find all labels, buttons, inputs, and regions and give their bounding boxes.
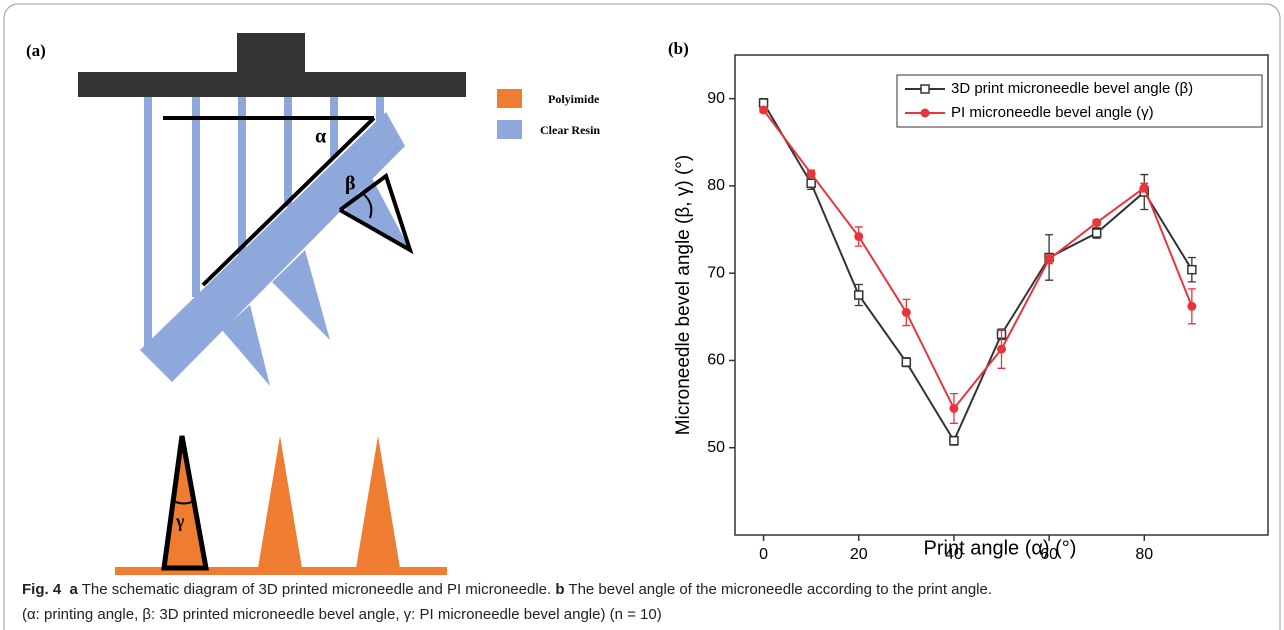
marker [759,105,769,115]
caption-fig: Fig. 4 [22,581,62,598]
marker [806,169,816,179]
marker [949,403,959,413]
marker [853,290,864,300]
x-tick-label: 20 [850,546,868,563]
x-axis-title: Print angle (α) (°) [924,537,1077,559]
legend-label: PI microneedle bevel angle (γ) [951,104,1154,121]
marker [1187,301,1197,311]
marker [1187,264,1197,275]
caption: Fig. 4 a The schematic diagram of 3D pri… [22,577,1272,627]
legend-label: Clear Resin [540,123,600,137]
y-axis-title: Microneedle bevel angle (β, γ) (°) [673,155,694,435]
frame [3,3,1281,630]
panel-label: (b) [668,39,689,58]
legend-label: Polyimide [548,92,600,106]
y-tick-label: 90 [707,90,725,107]
caption-text: The bevel angle of the microneedle accor… [568,581,993,598]
alpha-label: α [315,126,326,148]
legend-box [896,74,1263,128]
x-tick-label: 0 [759,546,768,563]
series-line [762,102,1193,443]
marker [901,307,911,317]
legend-marker [920,84,930,94]
caption-text: (α: printing angle, β: 3D printed micron… [22,606,662,623]
schematic [78,33,522,575]
plot-frame [734,54,1269,536]
beta-label: β [345,173,356,195]
y-tick-label: 70 [707,264,725,281]
legend-label: 3D print microneedle bevel angle (β) [951,80,1193,97]
panel-label: (a) [26,41,46,60]
marker [901,357,912,367]
marker [1139,183,1149,193]
x-tick-label: 80 [1135,546,1153,563]
caption-text: The schematic diagram of 3D printed micr… [81,581,552,598]
marker [997,344,1006,354]
caption-b: b [555,581,565,598]
x-tick-label: 60 [1040,546,1058,563]
gamma-label: γ [175,511,185,531]
marker [854,232,864,242]
marker [806,178,816,189]
y-tick-label: 80 [707,177,725,194]
marker [1044,254,1054,264]
legend-marker [920,108,930,118]
y-tick-label: 60 [707,352,725,369]
marker [949,435,959,446]
caption-a: a [69,581,78,598]
series-line [762,109,1193,411]
marker [1091,228,1102,238]
y-tick-label: 50 [707,439,725,456]
marker [1092,218,1102,228]
x-tick-label: 40 [945,546,963,563]
